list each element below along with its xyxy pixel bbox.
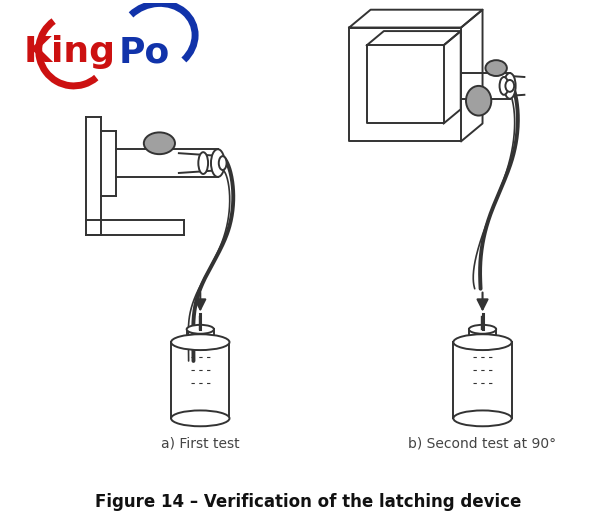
Ellipse shape [171, 410, 230, 426]
Ellipse shape [219, 156, 227, 170]
Ellipse shape [505, 80, 514, 92]
Ellipse shape [466, 86, 491, 116]
Ellipse shape [469, 338, 496, 346]
Text: b) Second test at 90°: b) Second test at 90° [408, 436, 556, 450]
Text: King: King [24, 35, 116, 69]
Ellipse shape [453, 410, 511, 426]
Ellipse shape [485, 60, 507, 76]
Ellipse shape [504, 73, 516, 99]
Ellipse shape [469, 325, 496, 334]
Text: Po: Po [119, 35, 170, 69]
Text: Figure 14 – Verification of the latching device: Figure 14 – Verification of the latching… [95, 493, 522, 511]
Ellipse shape [499, 77, 508, 95]
Ellipse shape [198, 152, 208, 174]
Ellipse shape [453, 334, 511, 350]
Ellipse shape [187, 325, 214, 334]
Ellipse shape [144, 133, 175, 154]
Ellipse shape [211, 149, 225, 177]
Ellipse shape [171, 334, 230, 350]
Text: a) First test: a) First test [161, 436, 239, 450]
Ellipse shape [187, 338, 214, 346]
